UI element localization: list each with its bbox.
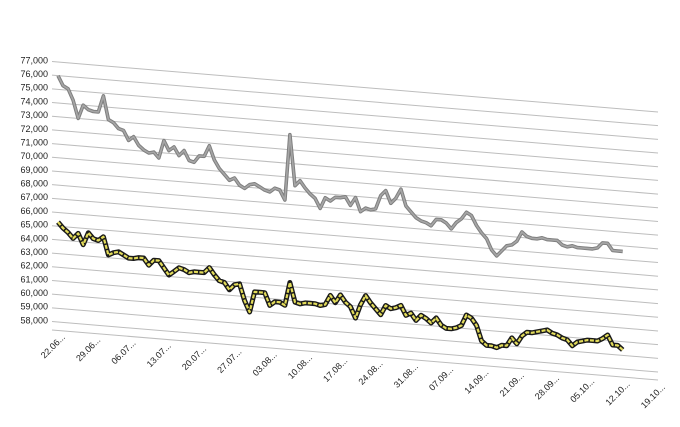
- y-tick-label: 77,000: [20, 55, 48, 65]
- y-tick-label: 63,000: [20, 247, 48, 257]
- y-tick-label: 71,000: [20, 137, 48, 147]
- y-tick-label: 59,000: [20, 302, 48, 312]
- grid-line: [51, 266, 659, 318]
- y-tick-label: 66,000: [20, 206, 48, 216]
- grid-line: [51, 61, 659, 113]
- y-tick-label: 65,000: [20, 220, 48, 230]
- grid-line: [51, 74, 659, 127]
- grid-line: [51, 321, 659, 373]
- y-tick-label: 73,000: [20, 110, 48, 120]
- grid-line: [51, 184, 659, 236]
- grid-line: [51, 156, 659, 209]
- grid-line: [51, 88, 659, 140]
- y-tick-label: 62,000: [20, 261, 48, 271]
- y-tick-label: 75,000: [20, 83, 48, 93]
- series-line-highlight: [57, 221, 624, 351]
- grid-line: [51, 307, 659, 359]
- y-tick-label: 69,000: [20, 165, 48, 175]
- y-tick-label: 70,000: [20, 151, 48, 161]
- grid-line: [51, 279, 659, 332]
- y-tick-label: 76,000: [20, 69, 48, 79]
- y-tick-label: 67,000: [20, 192, 48, 202]
- y-tick-label: 72,000: [20, 124, 48, 134]
- y-tick-label: 64,000: [20, 233, 48, 243]
- y-tick-label: 60,000: [20, 288, 48, 298]
- x-axis-line: [51, 329, 659, 381]
- grid-line: [51, 211, 659, 264]
- grid-line: [51, 225, 659, 277]
- y-tick-label: 68,000: [20, 179, 48, 189]
- grid-line: [51, 238, 659, 291]
- grid-line: [51, 129, 659, 181]
- y-tick-label: 61,000: [20, 274, 48, 284]
- y-tick-label: 58,000: [20, 315, 48, 325]
- grid-line: [51, 102, 659, 154]
- y-tick-label: 74,000: [20, 96, 48, 106]
- series-line-highlight: [57, 75, 623, 257]
- grid-line: [51, 115, 659, 168]
